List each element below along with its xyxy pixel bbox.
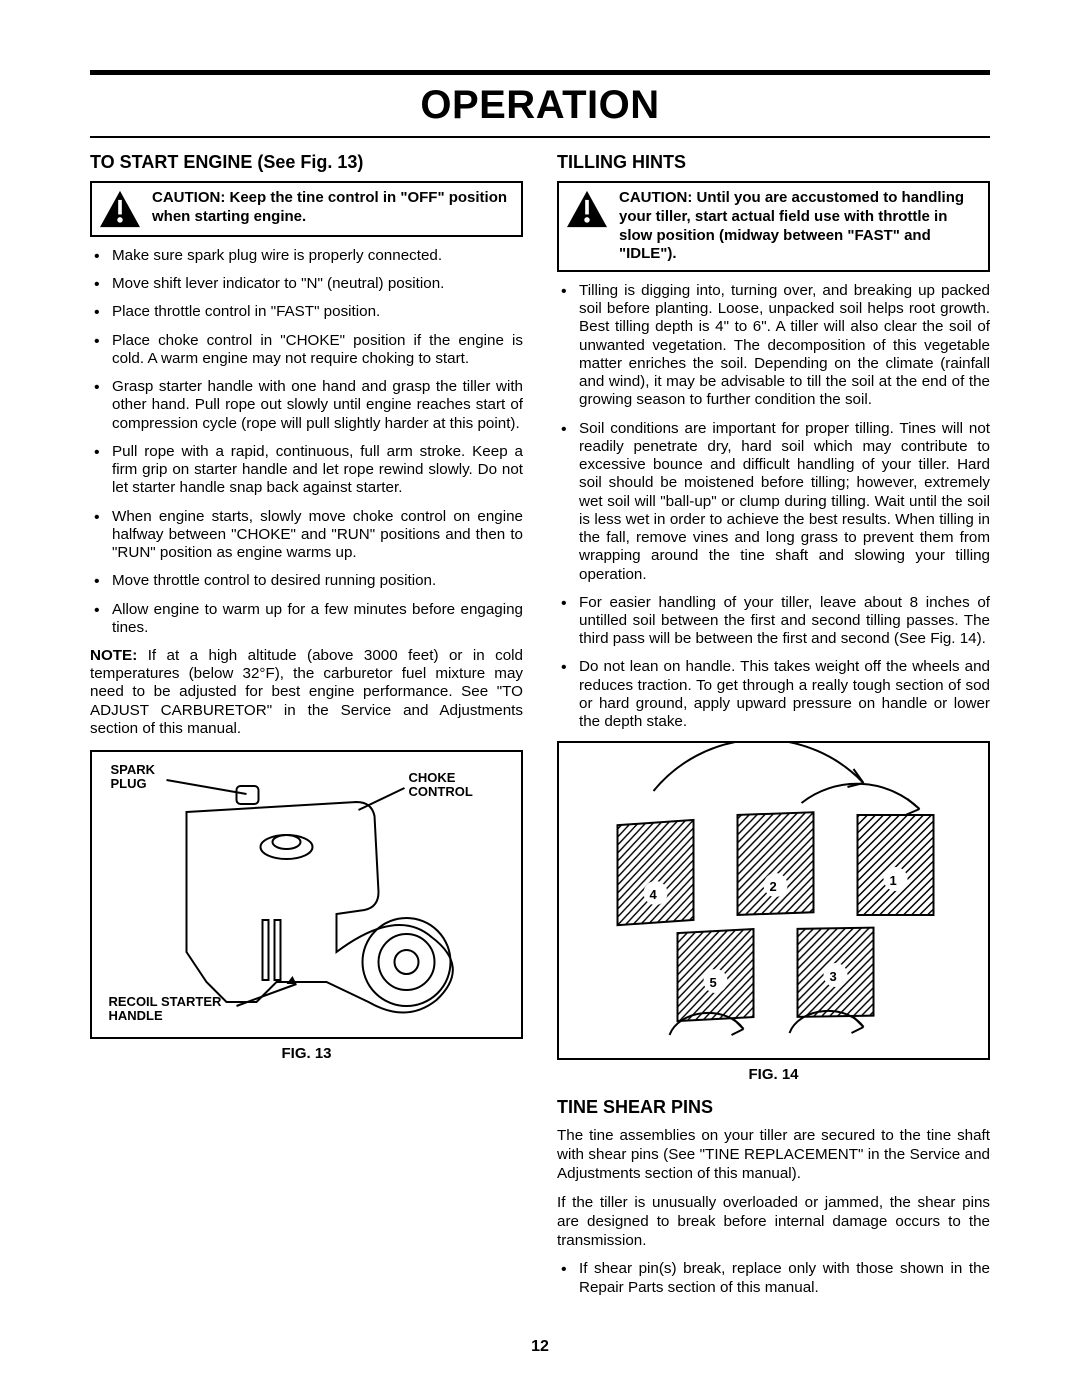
svg-text:HANDLE: HANDLE xyxy=(109,1008,163,1023)
bullet-item: Pull rope with a rapid, continuous, full… xyxy=(90,443,523,498)
caution-text-tilling: CAUTION: Until you are accustomed to han… xyxy=(619,189,980,264)
bullet-item: Allow engine to warm up for a few minute… xyxy=(90,601,523,637)
figure-14-caption: FIG. 14 xyxy=(557,1066,990,1083)
pass-number: 4 xyxy=(650,887,658,902)
bullet-item: Move shift lever indicator to "N" (neutr… xyxy=(90,275,523,293)
right-column: TILLING HINTS CAUTION: Until you are acc… xyxy=(557,152,990,1307)
left-column: TO START ENGINE (See Fig. 13) CAUTION: K… xyxy=(90,152,523,1307)
tilling-bullets: Tilling is digging into, turning over, a… xyxy=(557,282,990,731)
caution-box-start: CAUTION: Keep the tine control in "OFF" … xyxy=(90,181,523,237)
bullet-item: For easier handling of your tiller, leav… xyxy=(557,594,990,649)
tine-shear-heading: TINE SHEAR PINS xyxy=(557,1097,990,1118)
pass-number: 2 xyxy=(770,879,777,894)
pass-number: 5 xyxy=(710,975,717,990)
shear-para-1: The tine assemblies on your tiller are s… xyxy=(557,1126,990,1183)
page-number: 12 xyxy=(0,1338,1080,1356)
shear-bullets: If shear pin(s) break, replace only with… xyxy=(557,1260,990,1296)
note-text: If at a high altitude (above 3000 feet) … xyxy=(90,647,523,737)
shear-para-2: If the tiller is unusually overloaded or… xyxy=(557,1193,990,1250)
figure-13-box: SPARK PLUG CHOKE CONTROL xyxy=(90,750,523,1039)
svg-text:PLUG: PLUG xyxy=(111,776,147,791)
pass-number: 3 xyxy=(830,969,837,984)
warning-triangle-icon xyxy=(98,189,142,229)
bullet-item: Grasp starter handle with one hand and g… xyxy=(90,378,523,433)
svg-text:CONTROL: CONTROL xyxy=(409,784,473,799)
bullet-item: If shear pin(s) break, replace only with… xyxy=(557,1260,990,1296)
bullet-item: Soil conditions are important for proper… xyxy=(557,420,990,584)
bullet-item: Place throttle control in "FAST" positio… xyxy=(90,303,523,321)
page-title: OPERATION xyxy=(90,83,990,128)
bullet-item: Move throttle control to desired running… xyxy=(90,572,523,590)
figure-14-svg: 4 2 1 5 3 xyxy=(559,743,988,1053)
bullet-item: Place choke control in "CHOKE" position … xyxy=(90,332,523,368)
warning-triangle-icon xyxy=(565,189,609,229)
caution-box-tilling: CAUTION: Until you are accustomed to han… xyxy=(557,181,990,272)
bullet-item: When engine starts, slowly move choke co… xyxy=(90,508,523,563)
pass-number: 1 xyxy=(890,873,897,888)
figure-13-svg: SPARK PLUG CHOKE CONTROL xyxy=(92,752,521,1032)
tilling-hints-heading: TILLING HINTS xyxy=(557,152,990,173)
figure-13-caption: FIG. 13 xyxy=(90,1045,523,1062)
svg-text:RECOIL STARTER: RECOIL STARTER xyxy=(109,994,223,1009)
note-paragraph: NOTE: If at a high altitude (above 3000 … xyxy=(90,647,523,738)
caution-text-start: CAUTION: Keep the tine control in "OFF" … xyxy=(152,189,513,227)
start-engine-bullets: Make sure spark plug wire is properly co… xyxy=(90,247,523,637)
bullet-item: Tilling is digging into, turning over, a… xyxy=(557,282,990,410)
bullet-item: Make sure spark plug wire is properly co… xyxy=(90,247,523,265)
top-rule xyxy=(90,70,990,75)
two-column-layout: TO START ENGINE (See Fig. 13) CAUTION: K… xyxy=(90,152,990,1307)
svg-text:SPARK: SPARK xyxy=(111,762,156,777)
bullet-item: Do not lean on handle. This takes weight… xyxy=(557,658,990,731)
title-underline xyxy=(90,136,990,138)
figure-14-box: 4 2 1 5 3 xyxy=(557,741,990,1060)
start-engine-heading: TO START ENGINE (See Fig. 13) xyxy=(90,152,523,173)
svg-text:CHOKE: CHOKE xyxy=(409,770,456,785)
